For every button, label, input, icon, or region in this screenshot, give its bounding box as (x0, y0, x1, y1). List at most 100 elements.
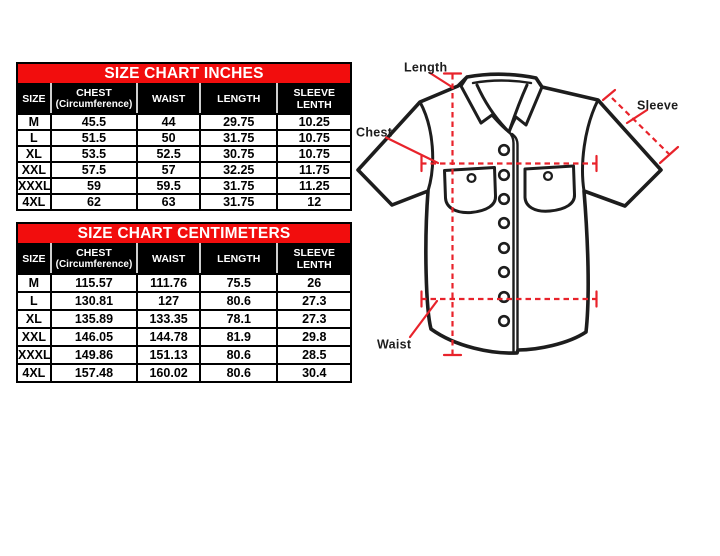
size-cell: 28.5 (276, 345, 352, 365)
size-cell: 133.35 (136, 309, 201, 329)
size-cell: 62 (49, 193, 139, 211)
size-cell: 31.75 (198, 193, 279, 211)
size-cell: 31.75 (198, 177, 279, 195)
size-cell: 80.6 (198, 363, 279, 383)
size-cell: 51.5 (49, 129, 139, 147)
placket-line-right (510, 132, 519, 352)
size-cell: 146.05 (49, 327, 139, 347)
size-cell: 30.4 (276, 363, 352, 383)
collar-right-flap (507, 76, 544, 134)
size-cell: 157.48 (49, 363, 139, 383)
left-armhole-seam (418, 100, 435, 193)
size-cell: 57.5 (49, 161, 139, 179)
size-cell: 115.57 (49, 273, 139, 293)
placket-line-left (507, 130, 515, 354)
size-chart-inches-table: SIZE CHEST (Circumference) WAIST LENGTH SLEEV… (16, 83, 352, 211)
size-cell: 52.5 (136, 145, 201, 163)
size-cell: 29.75 (198, 113, 279, 131)
size-chart-centimeters-table: SIZE CHEST (Circumference) WAIST LENGTH SLEEV… (16, 243, 352, 383)
size-cell: 63 (136, 193, 201, 211)
waist-label: Waist (377, 338, 412, 352)
size-cell: 12 (276, 193, 352, 211)
size-cell: 4XL (16, 193, 52, 211)
size-cell: 81.9 (198, 327, 279, 347)
size-cell: 26 (276, 273, 352, 293)
sleeve-label: Sleeve (637, 99, 678, 113)
size-cell: 127 (136, 291, 201, 311)
size-cell: 59 (49, 177, 139, 195)
size-cell: 11.25 (276, 177, 352, 195)
column-header: SLEEVE LENTH (276, 243, 352, 275)
chest-pointer-line (384, 136, 440, 165)
length-pointer-line (428, 71, 454, 89)
size-cell: 149.86 (49, 345, 139, 365)
column-header: LENGTH (198, 83, 279, 115)
size-cell: 160.02 (136, 363, 201, 383)
chest-label: Chest (356, 126, 393, 140)
left-pocket (443, 166, 497, 215)
size-cell: 53.5 (49, 145, 139, 163)
right-armhole-seam (581, 98, 600, 193)
size-cell: 11.75 (276, 161, 352, 179)
length-label: Length (404, 61, 447, 75)
size-cell: 31.75 (198, 129, 279, 147)
collar-left-flap (459, 75, 511, 134)
collar-fold-line (471, 79, 533, 85)
size-row: XXL 146.05 144.78 81.9 29.8 (16, 327, 352, 347)
column-header: CHEST (Circumference) (49, 243, 139, 275)
size-cell: 80.6 (198, 291, 279, 311)
size-cell: 80.6 (198, 345, 279, 365)
size-cell: 27.3 (276, 309, 352, 329)
size-row: 4XL 157.48 160.02 80.6 30.4 (16, 363, 352, 383)
sleeve-measure-line (611, 97, 671, 156)
size-cell: M (16, 273, 52, 293)
column-header: WAIST (136, 83, 201, 115)
column-header: SLEEVE LENTH (276, 83, 352, 115)
size-chart-inches-block: SIZE CHART INCHES SIZE CHEST (Circumferenc… (16, 62, 352, 211)
size-row: XL 135.89 133.35 78.1 27.3 (16, 309, 352, 329)
size-cell: M (16, 113, 52, 131)
column-header: WAIST (136, 243, 201, 275)
size-cell: 50 (136, 129, 201, 147)
right-pocket (523, 164, 576, 213)
right-pocket-button (542, 170, 554, 182)
size-cell: 151.13 (136, 345, 201, 365)
size-cell: 135.89 (49, 309, 139, 329)
size-cell: 30.75 (198, 145, 279, 163)
size-row: M 45.5 44 29.75 10.25 (16, 113, 352, 131)
size-cell: 29.8 (276, 327, 352, 347)
size-cell: 10.25 (276, 113, 352, 131)
waist-pointer-line (408, 299, 439, 339)
size-row: L 130.81 127 80.6 27.3 (16, 291, 352, 311)
size-row: 4XL 62 63 31.75 12 (16, 193, 352, 211)
sleeve-end-tick (658, 145, 680, 165)
size-cell: XXL (16, 327, 52, 347)
column-header: CHEST (Circumference) (49, 83, 139, 115)
size-cell: XL (16, 309, 52, 329)
size-cell: 27.3 (276, 291, 352, 311)
size-chart-inches-title: SIZE CHART INCHES (16, 62, 352, 85)
size-cell: 144.78 (136, 327, 201, 347)
size-cell: L (16, 129, 52, 147)
size-row: XXXL 149.86 151.13 80.6 28.5 (16, 345, 352, 365)
size-cell: 78.1 (198, 309, 279, 329)
size-cell: L (16, 291, 52, 311)
size-cell: XL (16, 145, 52, 163)
size-chart-centimeters-block: SIZE CHART CENTIMETERS SIZE CHEST (Circumf… (16, 222, 352, 383)
size-cell: 111.76 (136, 273, 201, 293)
sleeve-mid-tick (625, 108, 649, 125)
size-row: XXL 57.5 57 32.25 11.75 (16, 161, 352, 179)
size-cell: XXL (16, 161, 52, 179)
column-header: SIZE (16, 83, 52, 115)
size-cell: 44 (136, 113, 201, 131)
size-cell: XXXL (16, 345, 52, 365)
size-chart-centimeters-title: SIZE CHART CENTIMETERS (16, 222, 352, 245)
size-cell: 32.25 (198, 161, 279, 179)
size-row: L 51.5 50 31.75 10.75 (16, 129, 352, 147)
size-cell: 10.75 (276, 129, 352, 147)
size-cell: 10.75 (276, 145, 352, 163)
size-cell: 57 (136, 161, 201, 179)
size-row: XXXL 59 59.5 31.75 11.25 (16, 177, 352, 195)
sleeve-top-tick (601, 88, 617, 102)
